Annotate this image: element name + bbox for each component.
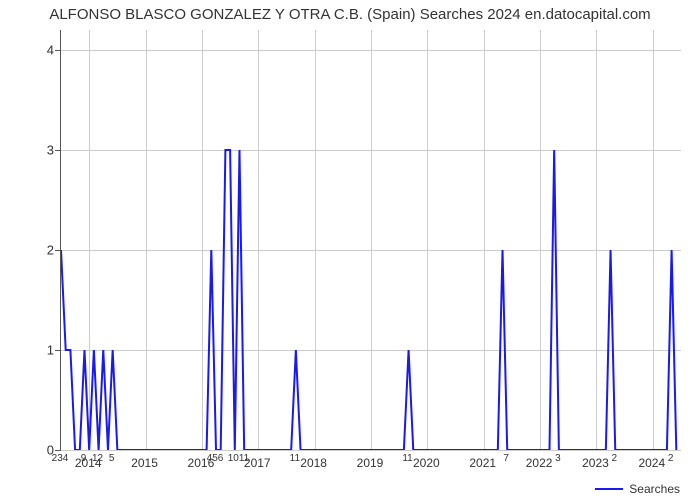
y-tick-mark [55, 50, 60, 51]
legend-label: Searches [629, 482, 680, 496]
x-year-label: 2018 [300, 456, 327, 470]
x-year-label: 2020 [413, 456, 440, 470]
searches-line [61, 150, 676, 450]
x-year-label: 2023 [582, 456, 609, 470]
plot-area [60, 30, 681, 451]
gridline-h [61, 450, 681, 451]
y-tick-label: 3 [30, 143, 54, 158]
legend: Searches [595, 482, 680, 496]
x-value-label: 1011 [228, 453, 250, 464]
x-value-label: 12 [92, 453, 103, 464]
y-tick-label: 2 [30, 243, 54, 258]
x-value-label: 7 [503, 453, 509, 464]
x-year-label: 2021 [469, 456, 496, 470]
chart-container: ALFONSO BLASCO GONZALEZ Y OTRA C.B. (Spa… [0, 0, 700, 500]
x-value-label: 3 [555, 453, 561, 464]
legend-swatch [595, 488, 623, 490]
x-value-label: 11 [402, 453, 412, 464]
line-svg [61, 30, 681, 450]
y-tick-mark [55, 150, 60, 151]
y-tick-label: 0 [30, 443, 54, 458]
y-tick-mark [55, 450, 60, 451]
chart-title: ALFONSO BLASCO GONZALEZ Y OTRA C.B. (Spa… [0, 6, 700, 23]
x-value-label: 11 [290, 453, 300, 464]
x-value-label: 9 [81, 453, 87, 464]
y-tick-mark [55, 350, 60, 351]
x-year-label: 2019 [357, 456, 384, 470]
x-year-label: 2024 [638, 456, 665, 470]
y-tick-label: 1 [30, 343, 54, 358]
x-value-label: 2 [668, 453, 674, 464]
x-value-label: 5 [109, 453, 115, 464]
y-tick-mark [55, 250, 60, 251]
x-year-label: 2022 [526, 456, 553, 470]
x-value-label: 456 [207, 453, 224, 464]
y-tick-label: 4 [30, 43, 54, 58]
x-year-label: 2015 [131, 456, 158, 470]
x-value-label: 2 [611, 453, 617, 464]
x-value-label: 234 [52, 453, 69, 464]
